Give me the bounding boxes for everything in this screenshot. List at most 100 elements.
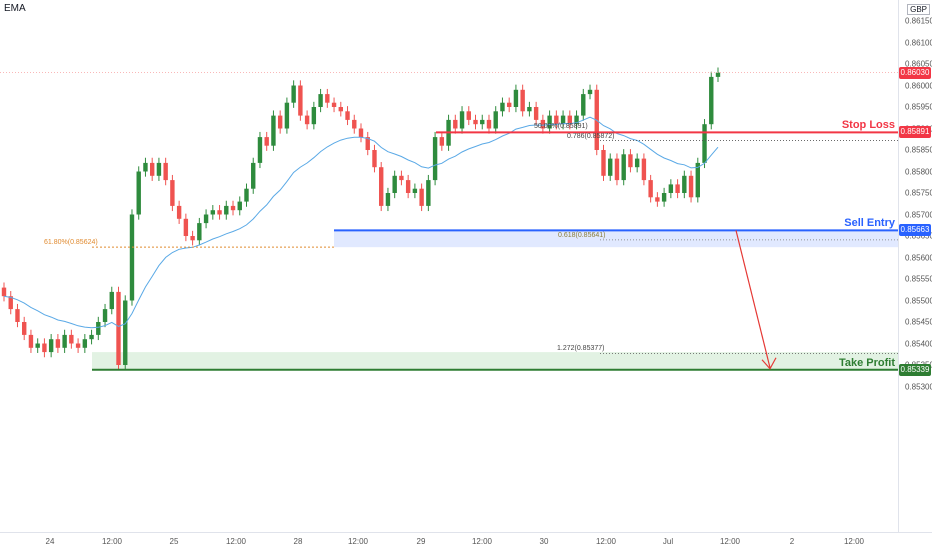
- candle[interactable]: [648, 174, 653, 203]
- candle[interactable]: [298, 80, 303, 121]
- candle[interactable]: [291, 80, 296, 108]
- candle[interactable]: [581, 88, 586, 121]
- candle[interactable]: [183, 213, 189, 242]
- candle[interactable]: [520, 84, 525, 117]
- candle[interactable]: [702, 119, 707, 169]
- candle[interactable]: [688, 170, 694, 203]
- candle[interactable]: [641, 153, 647, 186]
- candle[interactable]: [251, 157, 256, 194]
- candle[interactable]: [48, 334, 54, 358]
- candle[interactable]: [136, 166, 141, 220]
- candle[interactable]: [533, 101, 539, 126]
- candle[interactable]: [358, 123, 364, 143]
- candle[interactable]: [486, 114, 492, 134]
- candle[interactable]: [123, 295, 128, 371]
- candle[interactable]: [655, 192, 660, 207]
- candle[interactable]: [163, 157, 168, 186]
- candle[interactable]: [318, 88, 323, 113]
- candle[interactable]: [540, 114, 546, 134]
- candle[interactable]: [352, 114, 357, 134]
- candle[interactable]: [62, 329, 67, 353]
- candle[interactable]: [237, 196, 242, 216]
- candle[interactable]: [601, 144, 606, 181]
- candle[interactable]: [473, 114, 478, 130]
- candle[interactable]: [547, 110, 552, 134]
- candle[interactable]: [466, 106, 471, 126]
- candle[interactable]: [621, 149, 626, 186]
- candle[interactable]: [614, 153, 620, 186]
- candle[interactable]: [587, 84, 593, 100]
- candle[interactable]: [35, 338, 40, 353]
- candle[interactable]: [500, 97, 505, 117]
- candle[interactable]: [217, 205, 222, 220]
- candle[interactable]: [695, 157, 700, 203]
- candle[interactable]: [331, 97, 337, 113]
- candle[interactable]: [426, 174, 431, 212]
- candle[interactable]: [628, 149, 633, 173]
- candle[interactable]: [506, 97, 512, 113]
- candle[interactable]: [554, 110, 559, 130]
- candle[interactable]: [244, 183, 249, 207]
- candle[interactable]: [230, 200, 236, 216]
- candle[interactable]: [668, 179, 674, 199]
- candle[interactable]: [257, 131, 263, 169]
- candle[interactable]: [405, 174, 411, 199]
- candle[interactable]: [89, 329, 94, 345]
- candle[interactable]: [22, 316, 27, 341]
- candle[interactable]: [682, 170, 687, 199]
- candle[interactable]: [453, 114, 458, 134]
- candle[interactable]: [109, 286, 114, 315]
- candle[interactable]: [432, 131, 438, 186]
- candle[interactable]: [82, 334, 88, 353]
- candle[interactable]: [197, 217, 202, 246]
- candle[interactable]: [277, 110, 283, 134]
- candle[interactable]: [675, 179, 680, 199]
- candle[interactable]: [116, 286, 121, 371]
- candle[interactable]: [385, 187, 391, 212]
- candle[interactable]: [345, 106, 350, 126]
- candle[interactable]: [264, 131, 269, 151]
- candle[interactable]: [480, 114, 485, 130]
- candle[interactable]: [284, 97, 290, 134]
- candle[interactable]: [190, 230, 195, 246]
- candle[interactable]: [709, 71, 714, 130]
- candle[interactable]: [372, 144, 377, 173]
- candle[interactable]: [608, 153, 613, 181]
- candle[interactable]: [661, 187, 667, 207]
- candle[interactable]: [567, 110, 573, 130]
- candle[interactable]: [203, 209, 209, 229]
- candle[interactable]: [69, 329, 74, 349]
- candle[interactable]: [439, 131, 445, 151]
- candle[interactable]: [176, 200, 182, 224]
- candle[interactable]: [365, 131, 370, 156]
- projection-arrow[interactable]: [735, 230, 777, 370]
- candle[interactable]: [459, 106, 465, 134]
- candle[interactable]: [170, 174, 175, 212]
- candle[interactable]: [102, 303, 108, 328]
- candle[interactable]: [96, 316, 101, 341]
- candle[interactable]: [513, 84, 519, 113]
- candle[interactable]: [28, 329, 34, 353]
- candle[interactable]: [379, 162, 384, 212]
- candle[interactable]: [325, 88, 330, 108]
- indicator-legend[interactable]: EMA: [4, 3, 26, 14]
- candle[interactable]: [527, 101, 532, 117]
- candle[interactable]: [392, 170, 397, 199]
- candle[interactable]: [304, 110, 310, 130]
- candle[interactable]: [129, 209, 135, 306]
- candle[interactable]: [1, 282, 7, 302]
- candle[interactable]: [560, 110, 566, 130]
- candle[interactable]: [412, 183, 418, 199]
- candle[interactable]: [143, 157, 148, 177]
- candle[interactable]: [210, 205, 216, 220]
- candle[interactable]: [574, 110, 579, 130]
- candle[interactable]: [399, 170, 404, 186]
- candle[interactable]: [271, 110, 276, 151]
- candle[interactable]: [311, 101, 317, 130]
- candle[interactable]: [8, 291, 13, 315]
- candle[interactable]: [493, 106, 498, 134]
- candle[interactable]: [149, 157, 155, 181]
- candle[interactable]: [55, 334, 61, 353]
- candle[interactable]: [156, 157, 162, 181]
